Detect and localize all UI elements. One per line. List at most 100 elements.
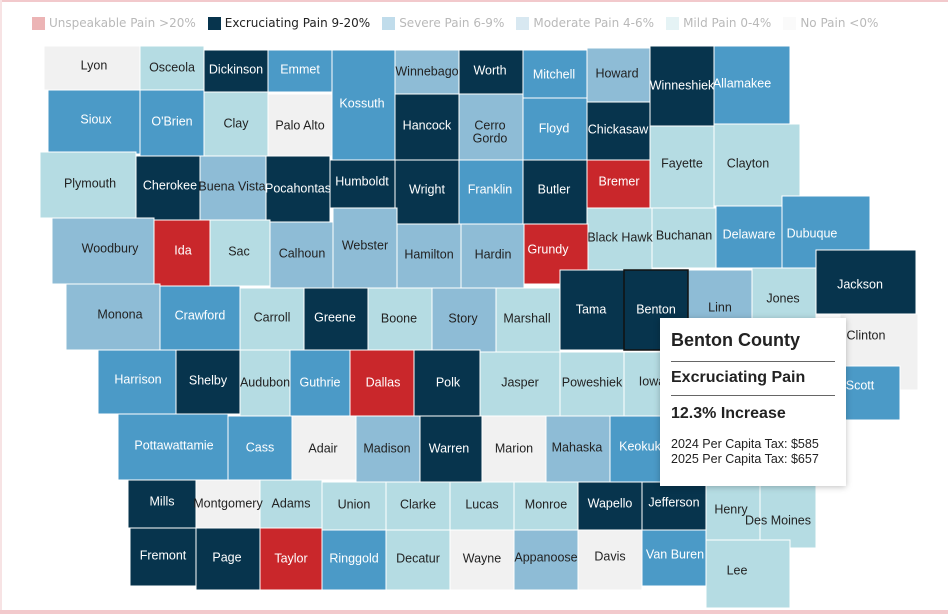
county-kossuth[interactable] <box>331 49 396 161</box>
county-jefferson[interactable] <box>641 481 707 531</box>
county-union[interactable] <box>321 481 387 531</box>
county-shelby[interactable] <box>175 349 241 415</box>
county-emmet[interactable] <box>267 49 333 93</box>
county-howard[interactable] <box>586 47 651 103</box>
county-adair[interactable] <box>291 415 357 481</box>
county-clayton[interactable] <box>713 123 801 207</box>
left-border <box>0 0 2 614</box>
legend-item-none[interactable]: No Pain <0% <box>783 16 878 30</box>
county-palo-alto[interactable] <box>267 93 333 157</box>
county-lucas[interactable] <box>449 481 515 531</box>
county-sioux[interactable] <box>47 89 141 155</box>
county-wayne[interactable] <box>449 529 515 591</box>
county-marion[interactable] <box>481 415 547 483</box>
county-cherokee[interactable] <box>135 155 201 221</box>
county-appanoose[interactable] <box>513 529 579 591</box>
county-fayette[interactable] <box>649 125 715 209</box>
legend-item-unspeakable[interactable]: Unspeakable Pain >20% <box>32 16 196 30</box>
bottom-border <box>0 610 948 614</box>
county-henry[interactable] <box>705 479 761 541</box>
county-taylor[interactable] <box>259 527 323 591</box>
county-clay[interactable] <box>203 91 269 157</box>
county-sac[interactable] <box>209 219 271 287</box>
county-wright[interactable] <box>394 159 460 225</box>
county-plymouth[interactable] <box>39 151 137 219</box>
county-jackson[interactable] <box>815 249 917 315</box>
legend-swatch <box>516 16 530 30</box>
county-chickasaw[interactable] <box>586 101 651 161</box>
county-winneshiek[interactable] <box>649 45 715 127</box>
county-boone[interactable] <box>367 287 433 353</box>
county-cass[interactable] <box>227 415 293 481</box>
county-hamilton[interactable] <box>396 223 462 289</box>
county-madison[interactable] <box>355 415 421 483</box>
legend-item-mild[interactable]: Mild Pain 0-4% <box>666 16 771 30</box>
county-ringgold[interactable] <box>321 529 387 591</box>
legend-swatch <box>382 16 396 30</box>
county-audubon[interactable] <box>239 349 291 417</box>
county-harrison[interactable] <box>97 349 177 415</box>
legend-item-moderate[interactable]: Moderate Pain 4-6% <box>516 16 654 30</box>
county-carroll[interactable] <box>239 287 305 351</box>
county-butler[interactable] <box>522 159 588 225</box>
legend-item-excruciating[interactable]: Excruciating Pain 9-20% <box>207 16 370 30</box>
county-delaware[interactable] <box>715 205 783 269</box>
county-warren[interactable] <box>419 415 483 483</box>
county-greene[interactable] <box>303 287 369 351</box>
top-border <box>0 0 948 2</box>
county-cerro-gordo[interactable] <box>458 93 524 161</box>
county-marshall[interactable] <box>495 287 561 353</box>
county-winnebago[interactable] <box>394 49 460 95</box>
county-hardin[interactable] <box>460 223 525 289</box>
legend-label: Severe Pain 6-9% <box>399 16 505 30</box>
county-monroe[interactable] <box>513 481 579 531</box>
county-o-brien[interactable] <box>139 89 205 157</box>
county-davis[interactable] <box>577 529 643 591</box>
county-guthrie[interactable] <box>289 349 351 417</box>
county-decatur[interactable] <box>385 529 451 591</box>
legend-swatch <box>783 16 797 30</box>
county-mahaska[interactable] <box>545 415 611 483</box>
legend-label: Unspeakable Pain >20% <box>49 16 196 30</box>
county-webster[interactable] <box>332 207 398 289</box>
county-story[interactable] <box>431 287 497 353</box>
county-tama[interactable] <box>559 269 625 351</box>
county-lee[interactable] <box>705 539 791 609</box>
county-franklin[interactable] <box>458 159 524 225</box>
county-clarke[interactable] <box>385 481 451 531</box>
county-humboldt[interactable] <box>329 159 396 209</box>
county-ida[interactable] <box>153 219 211 287</box>
county-poweshiek[interactable] <box>559 351 625 417</box>
county-black-hawk[interactable] <box>586 207 653 271</box>
county-worth[interactable] <box>458 49 524 95</box>
county-dickinson[interactable] <box>203 49 269 93</box>
county-bremer[interactable] <box>586 159 651 209</box>
county-jasper[interactable] <box>479 351 561 417</box>
county-hancock[interactable] <box>394 93 460 161</box>
county-pottawattamie[interactable] <box>117 413 229 481</box>
county-page[interactable] <box>195 527 261 591</box>
county-buchanan[interactable] <box>651 207 717 269</box>
legend-item-severe[interactable]: Severe Pain 6-9% <box>382 16 504 30</box>
county-polk[interactable] <box>413 349 481 417</box>
county-buena-vista[interactable] <box>199 155 267 221</box>
county-dallas[interactable] <box>349 349 415 417</box>
county-calhoun[interactable] <box>269 221 334 289</box>
county-monona[interactable] <box>65 283 161 351</box>
county-crawford[interactable] <box>159 285 241 351</box>
county-wapello[interactable] <box>577 481 643 531</box>
county-mitchell[interactable] <box>522 49 588 99</box>
county-tooltip: Benton County Excruciating Pain 12.3% In… <box>660 318 846 486</box>
county-floyd[interactable] <box>522 97 588 161</box>
county-lyon[interactable] <box>43 45 141 91</box>
legend-swatch <box>32 16 45 30</box>
county-mills[interactable] <box>127 479 197 529</box>
county-pocahontas[interactable] <box>265 155 331 223</box>
county-fremont[interactable] <box>129 527 197 587</box>
county-woodbury[interactable] <box>51 217 155 285</box>
county-adams[interactable] <box>259 479 323 529</box>
county-montgomery[interactable] <box>195 479 261 529</box>
county-osceola[interactable] <box>139 45 205 91</box>
county-allamakee[interactable] <box>713 45 791 125</box>
county-van-buren[interactable] <box>641 529 707 587</box>
